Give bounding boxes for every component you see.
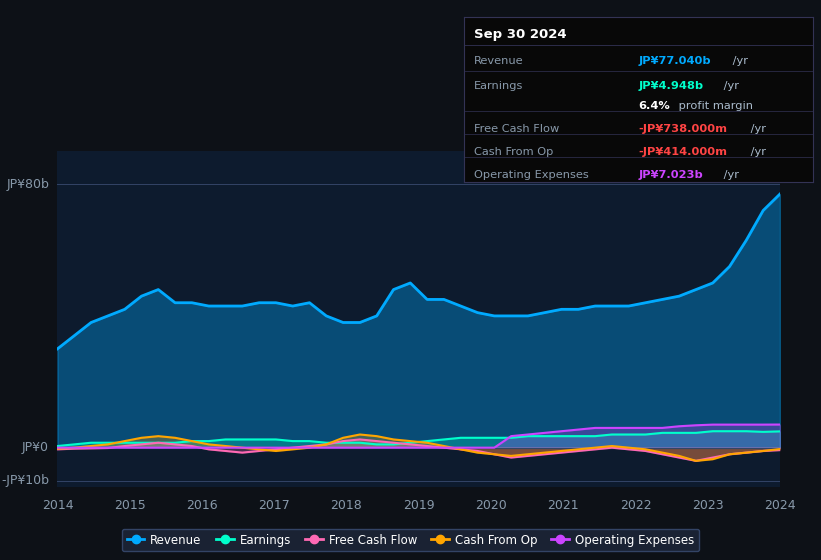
Text: JP¥80b: JP¥80b — [7, 178, 49, 190]
Text: 2017: 2017 — [259, 499, 290, 512]
Text: -JP¥10b: -JP¥10b — [1, 474, 49, 487]
Text: 2022: 2022 — [620, 499, 651, 512]
Text: /yr: /yr — [747, 147, 766, 157]
Text: JP¥4.948b: JP¥4.948b — [639, 81, 704, 91]
Text: /yr: /yr — [729, 57, 748, 67]
Text: 2018: 2018 — [331, 499, 362, 512]
Text: 2021: 2021 — [548, 499, 579, 512]
Text: Free Cash Flow: Free Cash Flow — [475, 124, 560, 134]
Text: /yr: /yr — [720, 81, 739, 91]
Text: 2014: 2014 — [42, 499, 73, 512]
Text: profit margin: profit margin — [675, 101, 753, 111]
Text: Revenue: Revenue — [475, 57, 524, 67]
Text: 2016: 2016 — [186, 499, 218, 512]
Text: 2024: 2024 — [764, 499, 796, 512]
Text: /yr: /yr — [747, 124, 766, 134]
Text: JP¥0: JP¥0 — [22, 441, 49, 454]
Text: Earnings: Earnings — [475, 81, 524, 91]
Text: /yr: /yr — [720, 170, 739, 180]
Text: 6.4%: 6.4% — [639, 101, 670, 111]
Text: -JP¥738.000m: -JP¥738.000m — [639, 124, 727, 134]
Text: 2023: 2023 — [692, 499, 723, 512]
Text: Cash From Op: Cash From Op — [475, 147, 553, 157]
Text: Operating Expenses: Operating Expenses — [475, 170, 589, 180]
Text: 2020: 2020 — [475, 499, 507, 512]
Legend: Revenue, Earnings, Free Cash Flow, Cash From Op, Operating Expenses: Revenue, Earnings, Free Cash Flow, Cash … — [122, 529, 699, 551]
Text: -JP¥414.000m: -JP¥414.000m — [639, 147, 727, 157]
Text: Sep 30 2024: Sep 30 2024 — [475, 29, 567, 41]
Text: JP¥77.040b: JP¥77.040b — [639, 57, 711, 67]
Text: JP¥7.023b: JP¥7.023b — [639, 170, 703, 180]
Text: 2019: 2019 — [403, 499, 434, 512]
Text: 2015: 2015 — [114, 499, 145, 512]
